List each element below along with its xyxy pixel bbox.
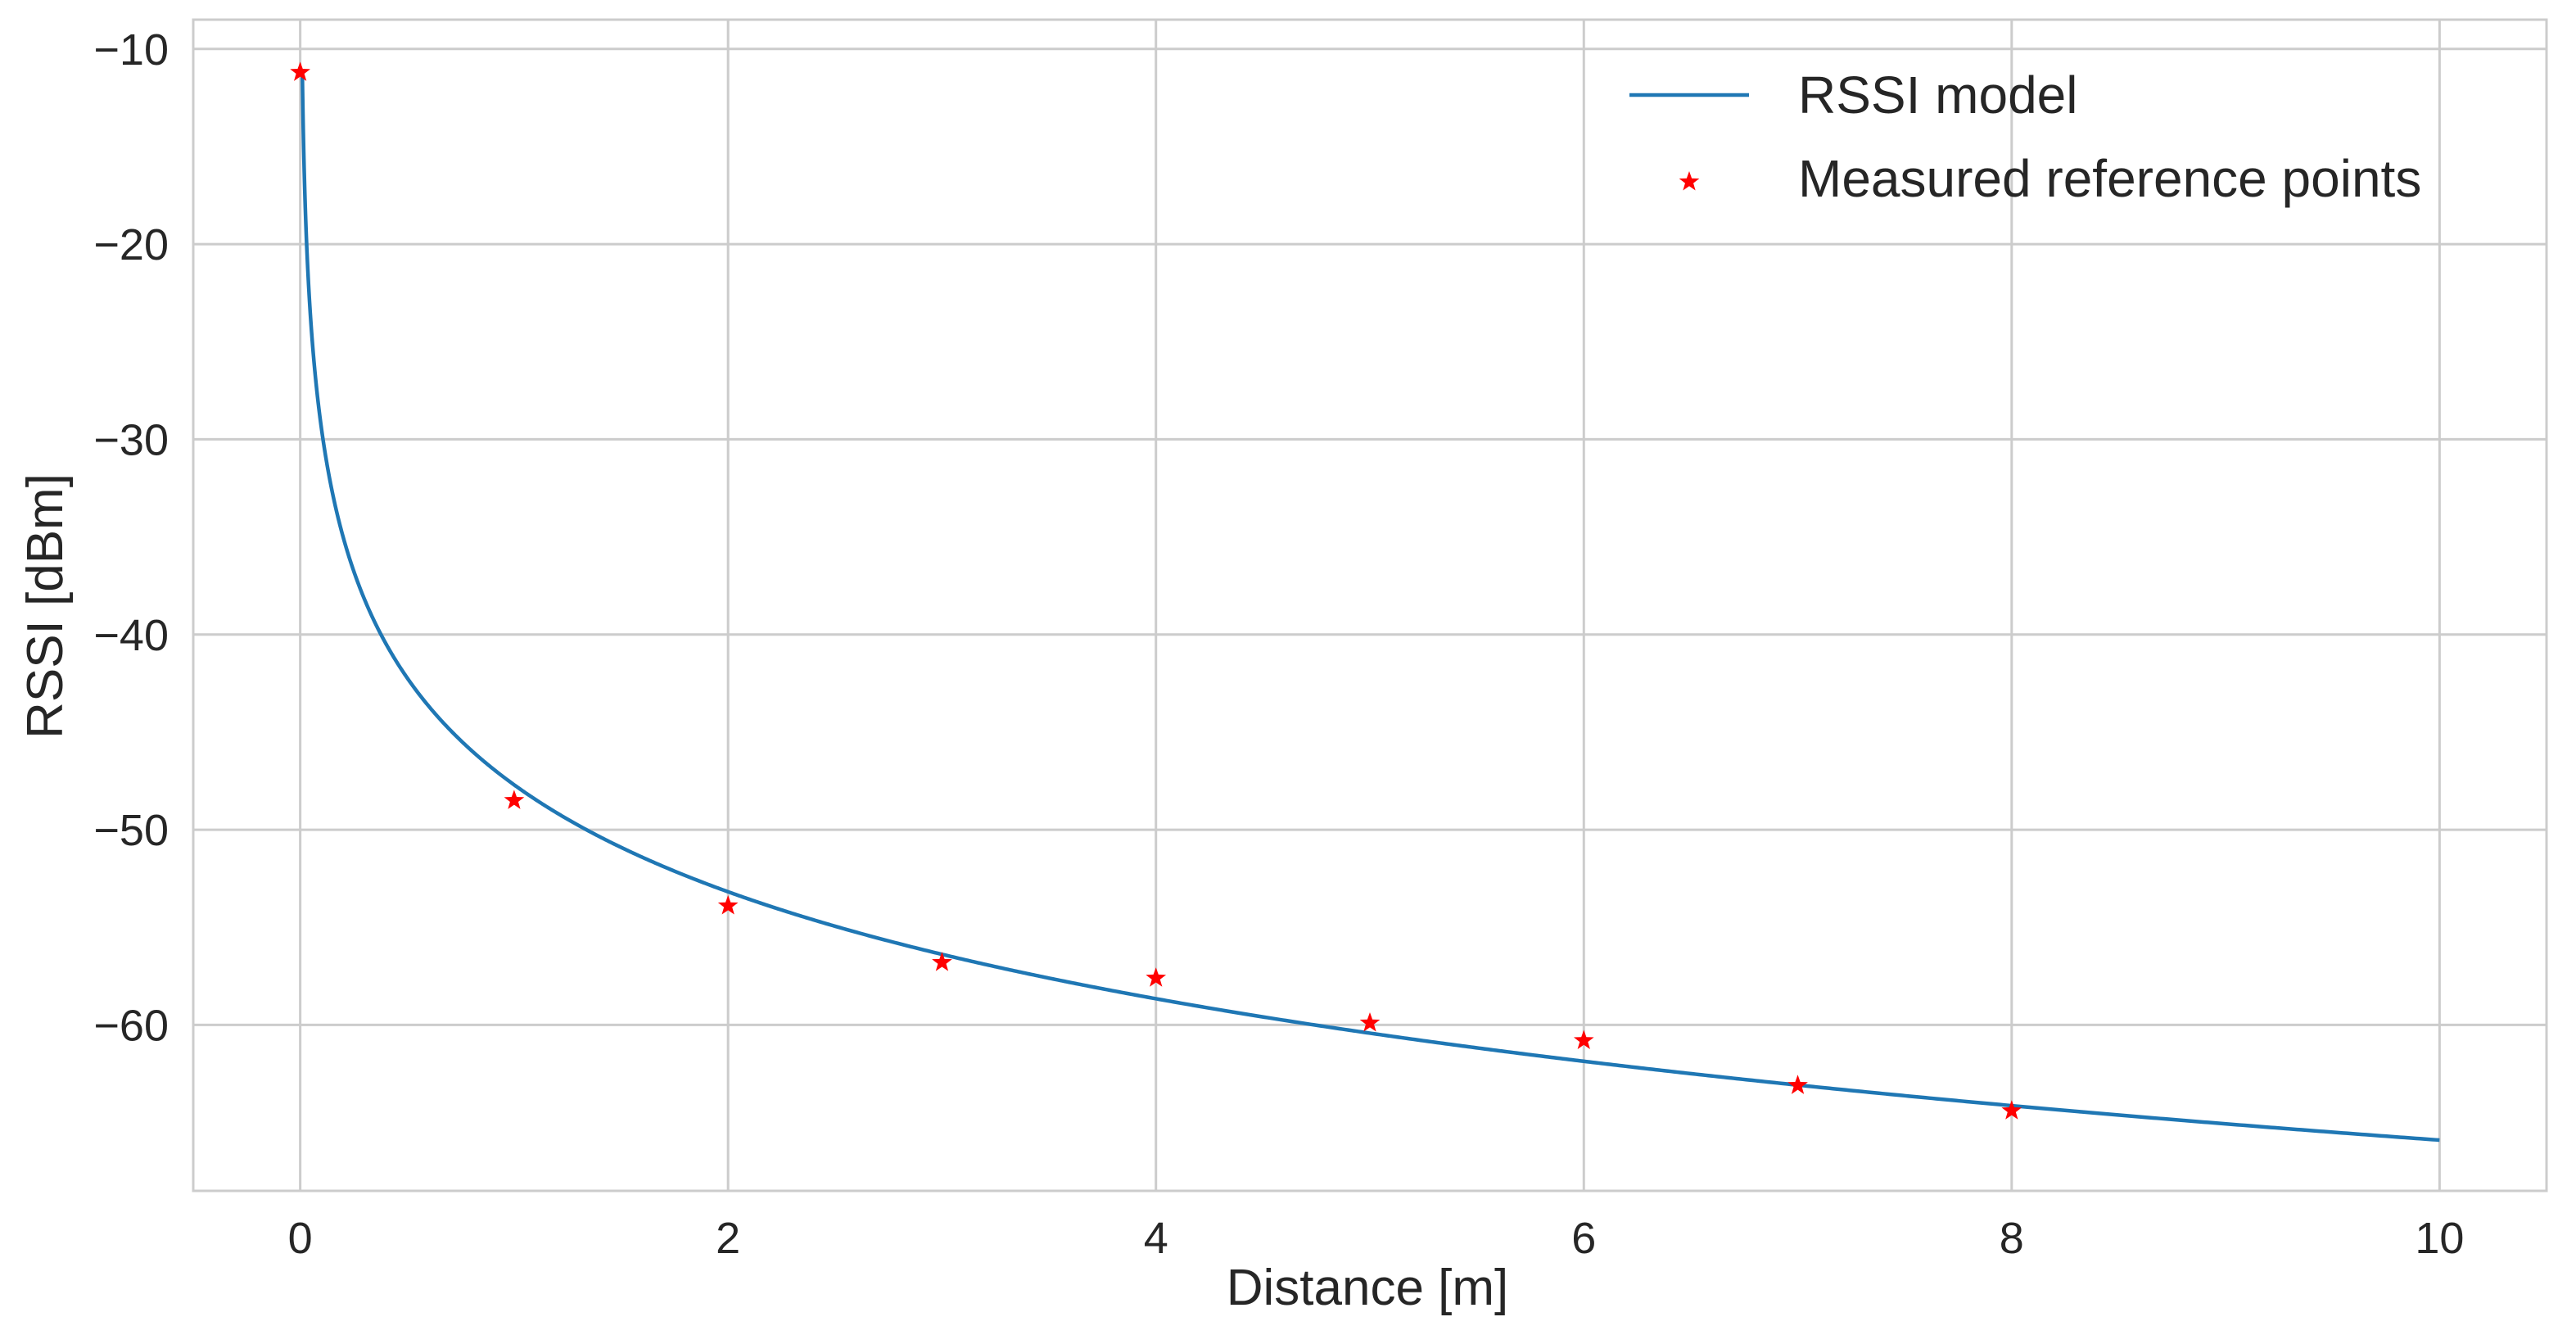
x-gridlines [299, 20, 2441, 1191]
y-axis-label: RSSI [dBm] [17, 473, 74, 739]
measured-point-marker [290, 61, 310, 81]
measured-point-marker [1787, 1075, 1808, 1094]
measured-point-marker [504, 790, 525, 809]
legend-label-measured: Measured reference points [1798, 149, 2421, 208]
x-tick-label: 10 [2415, 1214, 2464, 1263]
y-tick-label: −30 [93, 415, 169, 464]
x-tick-label: 6 [1571, 1214, 1596, 1263]
x-tick-label: 4 [1144, 1214, 1168, 1263]
y-tick-label: −40 [93, 611, 169, 660]
measured-point-marker [1146, 967, 1167, 987]
series-line-rssi-model [301, 72, 2440, 1143]
measured-point-marker [717, 895, 739, 915]
plot-frame [192, 18, 2548, 1192]
x-tick-label: 2 [716, 1214, 740, 1263]
y-tick-label: −10 [93, 25, 169, 75]
legend-swatch-measured [1679, 171, 1700, 191]
measured-point-marker [1359, 1012, 1381, 1032]
legend: RSSI model Measured reference points [1629, 66, 2421, 208]
legend-label-rssi-model: RSSI model [1798, 66, 2077, 124]
measured-point-marker [2001, 1100, 2022, 1120]
y-tick-label: −20 [93, 220, 169, 269]
series-markers-measured [290, 61, 2022, 1120]
x-axis-label: Distance [m] [1227, 1260, 1509, 1316]
y-tick-label: −60 [93, 1001, 169, 1050]
x-tick-label: 0 [288, 1214, 313, 1263]
measured-point-marker [1573, 1030, 1594, 1049]
measured-point-marker [932, 952, 952, 971]
y-tick-labels: −10 −20 −30 −40 −50 −60 [93, 25, 169, 1051]
y-tick-label: −50 [93, 806, 169, 855]
x-tick-label: 8 [2000, 1214, 2024, 1263]
x-tick-labels: 0 2 4 6 8 10 [288, 1214, 2465, 1263]
